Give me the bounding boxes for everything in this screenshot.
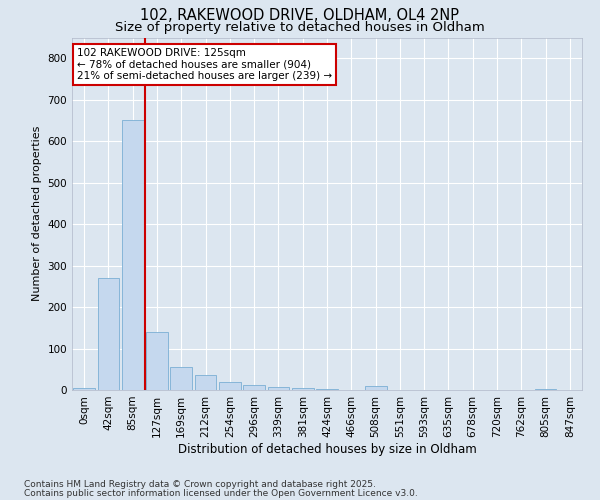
Text: 102 RAKEWOOD DRIVE: 125sqm
← 78% of detached houses are smaller (904)
21% of sem: 102 RAKEWOOD DRIVE: 125sqm ← 78% of deta… <box>77 48 332 82</box>
Bar <box>146 332 168 390</box>
X-axis label: Distribution of detached houses by size in Oldham: Distribution of detached houses by size … <box>178 442 476 456</box>
Bar <box>365 386 386 390</box>
Text: 102, RAKEWOOD DRIVE, OLDHAM, OL4 2NP: 102, RAKEWOOD DRIVE, OLDHAM, OL4 2NP <box>140 8 460 22</box>
Bar <box>122 120 143 390</box>
Text: Size of property relative to detached houses in Oldham: Size of property relative to detached ho… <box>115 21 485 34</box>
Bar <box>268 386 289 390</box>
Bar <box>292 388 314 390</box>
Text: Contains public sector information licensed under the Open Government Licence v3: Contains public sector information licen… <box>24 488 418 498</box>
Bar <box>316 389 338 390</box>
Bar <box>97 278 119 390</box>
Bar <box>170 367 192 390</box>
Bar <box>243 385 265 390</box>
Bar <box>535 389 556 390</box>
Text: Contains HM Land Registry data © Crown copyright and database right 2025.: Contains HM Land Registry data © Crown c… <box>24 480 376 489</box>
Bar <box>219 382 241 390</box>
Bar <box>73 388 95 390</box>
Bar <box>194 376 217 390</box>
Y-axis label: Number of detached properties: Number of detached properties <box>32 126 42 302</box>
